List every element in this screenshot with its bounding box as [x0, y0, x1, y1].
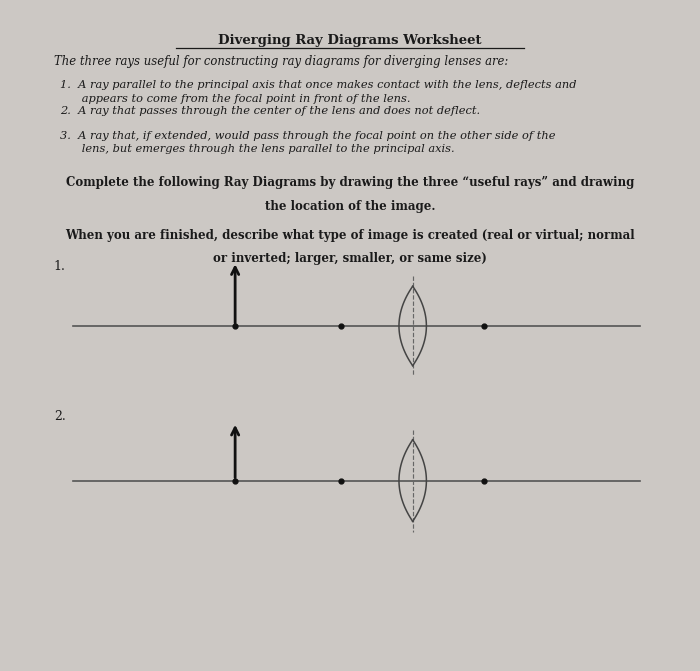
Text: 2.  A ray that passes through the center of the lens and does not deflect.: 2. A ray that passes through the center …: [60, 106, 480, 116]
Text: 1.  A ray parallel to the principal axis that once makes contact with the lens, : 1. A ray parallel to the principal axis …: [60, 81, 577, 103]
Text: 2.: 2.: [54, 409, 66, 423]
Text: When you are finished, describe what type of image is created (real or virtual; : When you are finished, describe what typ…: [65, 229, 635, 242]
Text: or inverted; larger, smaller, or same size): or inverted; larger, smaller, or same si…: [213, 252, 487, 266]
Text: 3.  A ray that, if extended, would pass through the focal point on the other sid: 3. A ray that, if extended, would pass t…: [60, 131, 556, 154]
Text: Complete the following Ray Diagrams by drawing the three “useful rays” and drawi: Complete the following Ray Diagrams by d…: [66, 176, 634, 189]
Text: 1.: 1.: [54, 260, 66, 273]
Text: the location of the image.: the location of the image.: [265, 199, 435, 213]
Text: Diverging Ray Diagrams Worksheet: Diverging Ray Diagrams Worksheet: [218, 34, 482, 47]
Text: The three rays useful for constructing ray diagrams for diverging lenses are:: The three rays useful for constructing r…: [54, 54, 508, 68]
